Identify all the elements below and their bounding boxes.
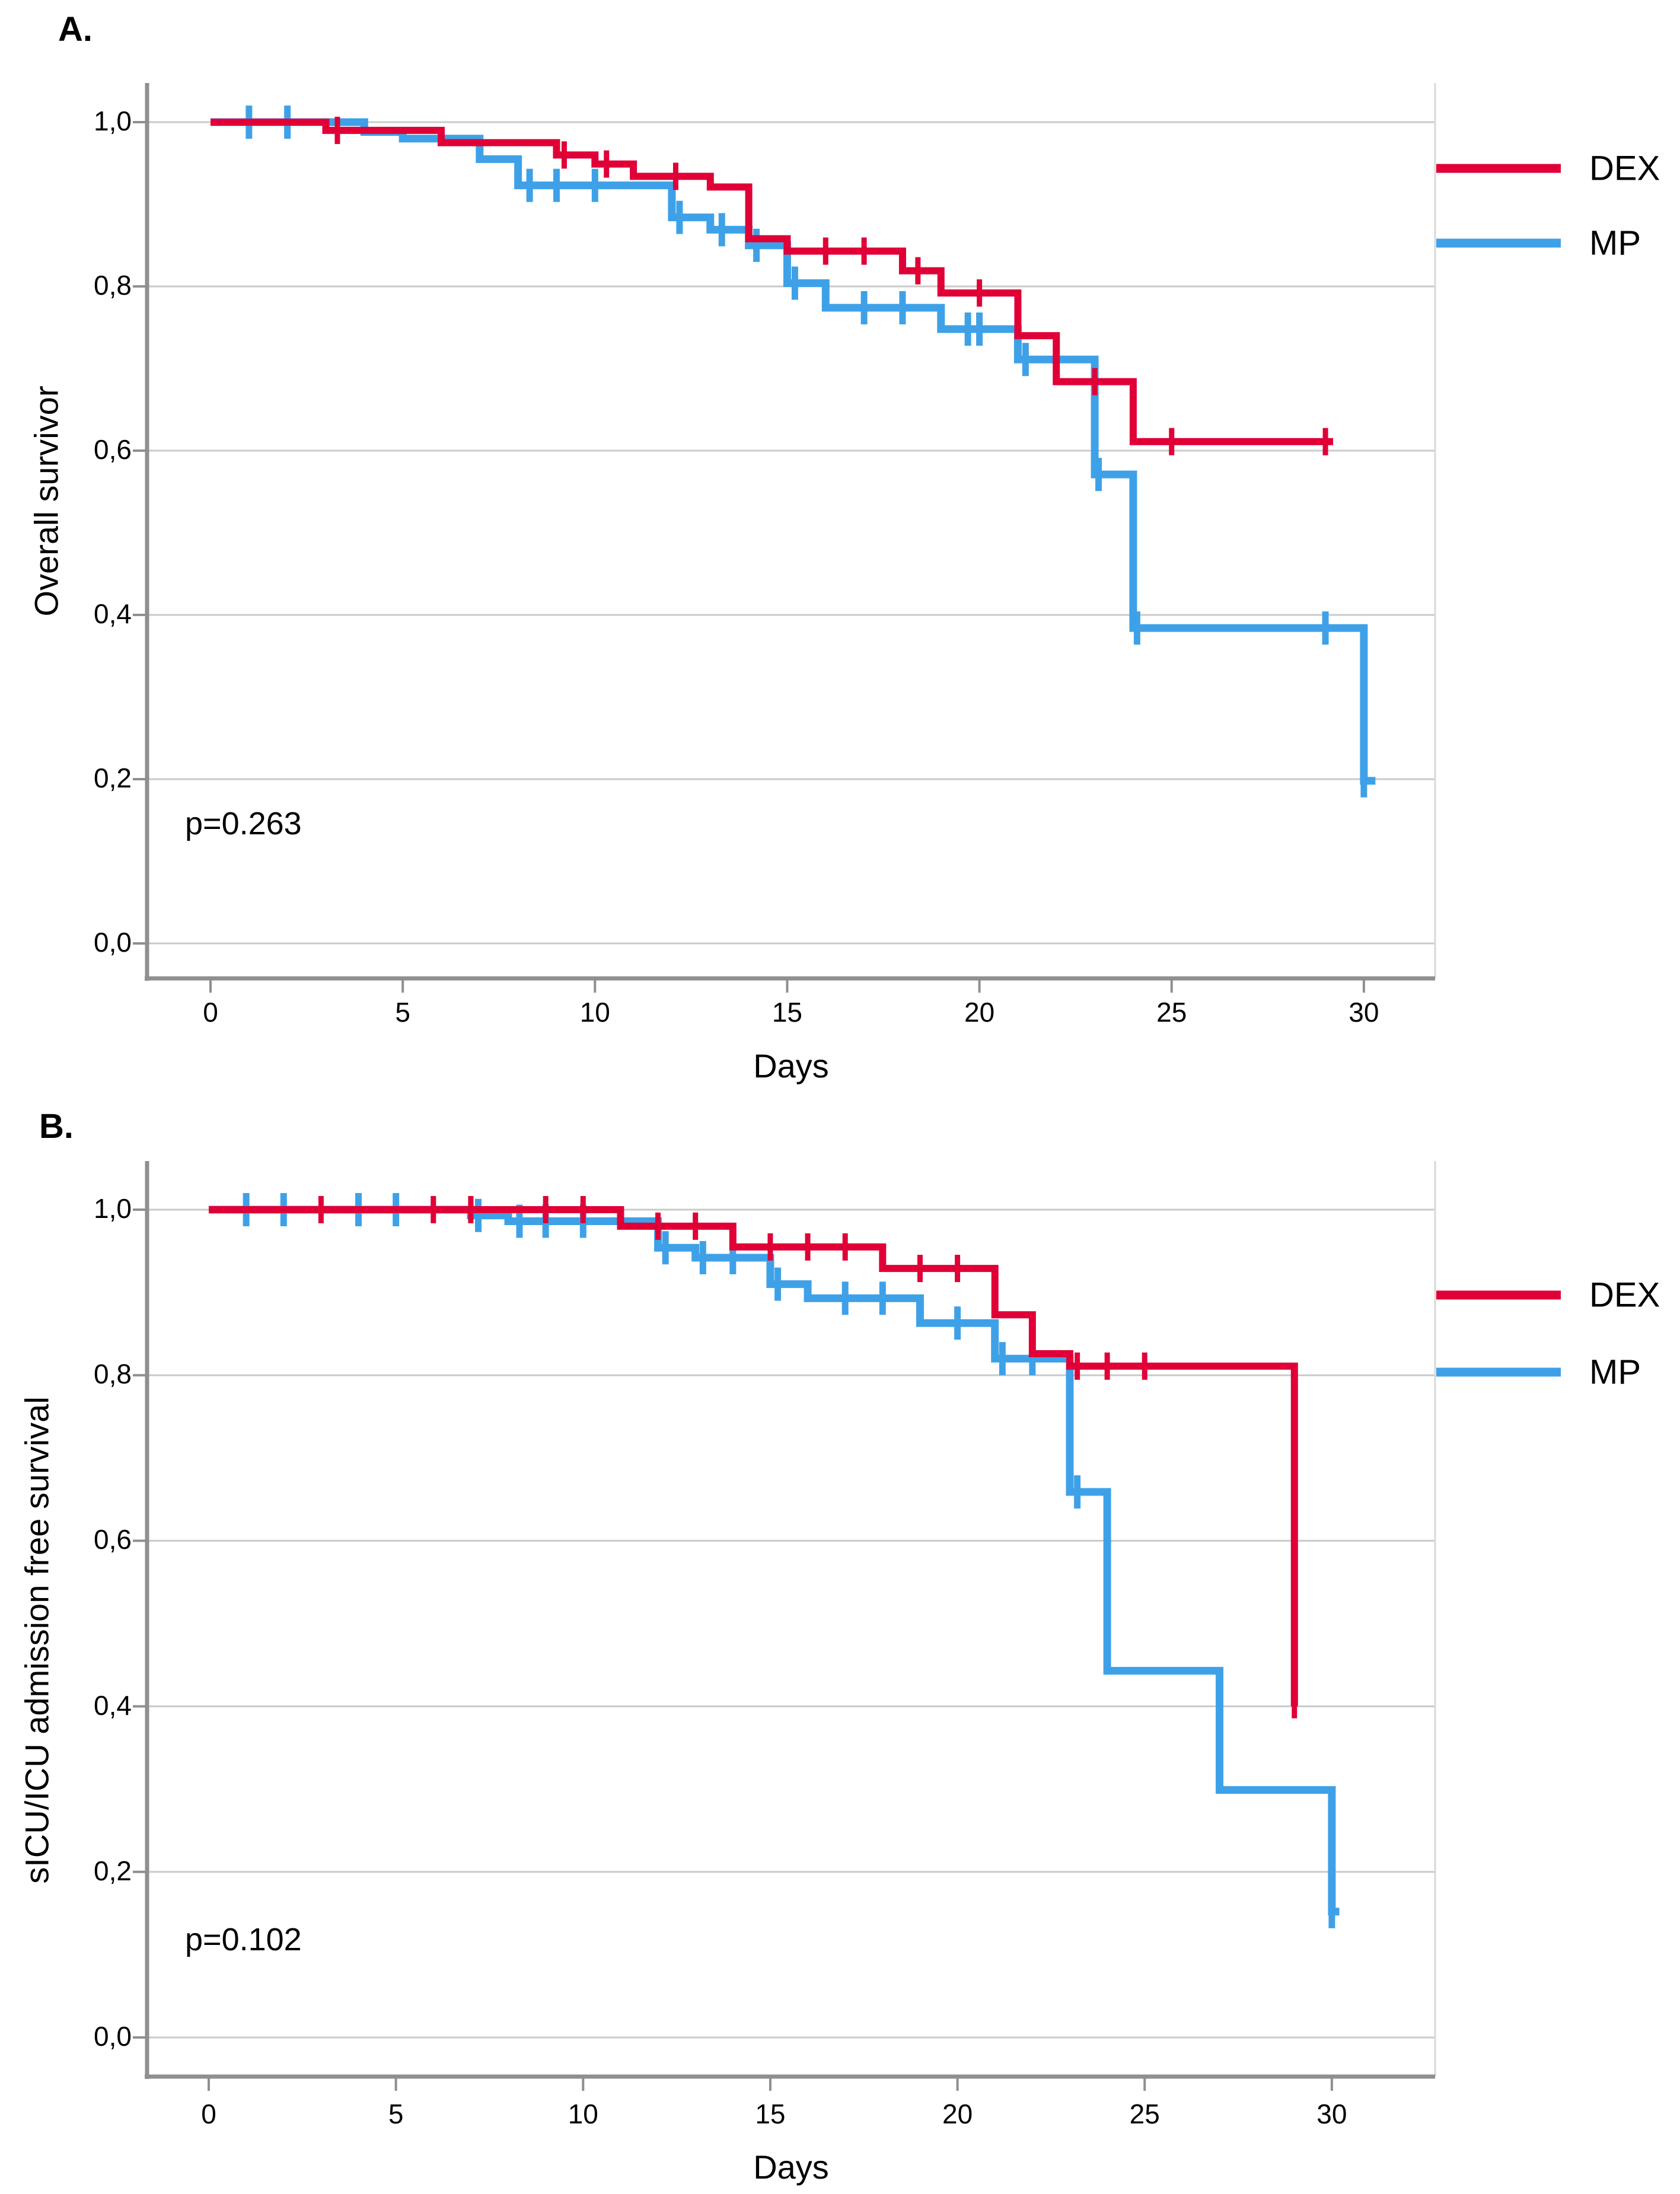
y-tick-label: 0,4 (94, 1689, 132, 1721)
survival-curve-dex (211, 119, 1334, 445)
x-tick-label: 25 (1129, 2099, 1160, 2129)
panel-a-x-axis-title: Days (753, 1047, 829, 1085)
y-tick-label: 0,2 (94, 1855, 132, 1886)
x-tick-label: 10 (579, 997, 610, 1028)
y-tick-label: 0,6 (94, 434, 132, 465)
panel-a-p-value: p=0.263 (185, 806, 302, 841)
y-tick-label: 1,0 (94, 106, 132, 136)
y-tick-label: 0,0 (94, 927, 132, 958)
x-tick-label: 10 (568, 2099, 598, 2129)
panel-a-y-axis-title: Overall survivor (27, 385, 65, 617)
panel-b-legend-label-mp: MP (1589, 1353, 1641, 1392)
y-tick-label: 0,0 (94, 2021, 132, 2052)
x-tick-label: 30 (1316, 2099, 1347, 2129)
panel-b-y-axis-title: sICU/ICU admission free survival (18, 1396, 56, 1884)
y-tick-label: 0,8 (94, 1359, 132, 1390)
panel-a-legend-label-mp: MP (1589, 224, 1641, 263)
panel-a-label: A. (58, 10, 93, 49)
survival-curve-mp (209, 1206, 1340, 1916)
x-tick-label: 5 (388, 2099, 404, 2129)
x-tick-label: 15 (772, 997, 803, 1028)
survival-curve-dex (209, 1206, 1298, 1707)
x-tick-label: 5 (395, 997, 410, 1028)
panel-b-label: B. (39, 1107, 74, 1146)
x-tick-label: 0 (201, 2099, 216, 2129)
x-tick-label: 20 (942, 2099, 973, 2129)
x-tick-label: 25 (1156, 997, 1187, 1028)
panel-b-p-value: p=0.102 (185, 1922, 302, 1957)
y-tick-label: 0,4 (94, 598, 132, 629)
panel-b-legend-label-dex: DEX (1589, 1275, 1660, 1315)
x-tick-label: 15 (755, 2099, 786, 2129)
panel-b-x-axis-title: Days (753, 2148, 829, 2186)
panel-a-legend-label-dex: DEX (1589, 149, 1660, 188)
y-tick-label: 1,0 (94, 1193, 132, 1224)
y-tick-label: 0,2 (94, 763, 132, 793)
x-tick-label: 20 (964, 997, 995, 1028)
y-tick-label: 0,6 (94, 1524, 132, 1555)
x-tick-label: 0 (203, 997, 218, 1028)
x-tick-label: 30 (1349, 997, 1379, 1028)
y-tick-label: 0,8 (94, 270, 132, 301)
